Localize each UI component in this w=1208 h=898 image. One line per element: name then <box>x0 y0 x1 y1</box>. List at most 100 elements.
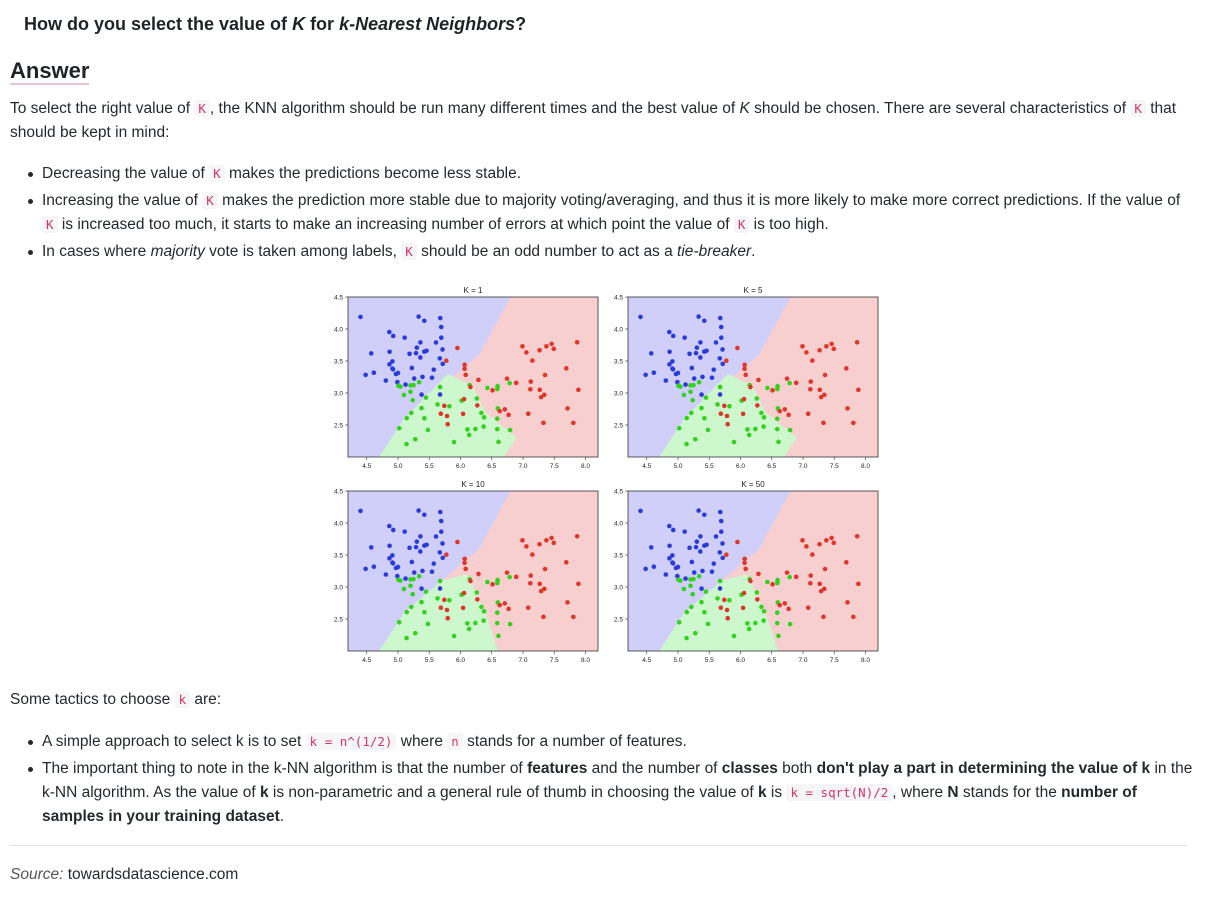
data-point <box>465 621 470 626</box>
data-point <box>444 358 449 363</box>
data-point <box>745 621 750 626</box>
data-point <box>756 377 761 383</box>
data-point <box>787 621 793 627</box>
data-point <box>407 545 412 551</box>
chart-title: K = 10 <box>461 480 485 489</box>
data-point <box>537 541 542 547</box>
data-point <box>438 529 444 535</box>
data-point <box>422 512 427 518</box>
data-point <box>684 441 689 447</box>
x-tick-label: 7.5 <box>550 463 559 470</box>
data-point <box>731 439 737 445</box>
data-point <box>437 550 443 555</box>
data-point <box>420 568 425 574</box>
source-line: Source: towardsdatascience.com <box>10 866 238 884</box>
data-point <box>474 396 480 401</box>
data-point <box>648 351 654 356</box>
data-point <box>718 411 724 416</box>
data-point <box>651 370 657 376</box>
bullet-text: stands for the <box>958 784 1062 801</box>
data-point <box>717 509 723 515</box>
data-point <box>387 362 392 367</box>
data-point <box>775 386 780 392</box>
data-point <box>524 544 529 549</box>
data-point <box>684 415 690 421</box>
data-point <box>371 370 377 376</box>
y-tick-label: 3.5 <box>614 359 623 366</box>
data-point <box>805 411 811 417</box>
bold-text: k <box>259 784 269 801</box>
x-tick-label: 5.0 <box>393 463 402 470</box>
data-point <box>390 527 396 533</box>
data-point <box>437 384 443 390</box>
x-tick-label: 6.5 <box>767 657 776 664</box>
intro-text: that should be kept in mind: <box>10 100 1177 141</box>
x-tick-label: 4.5 <box>362 463 371 470</box>
data-point <box>497 408 503 414</box>
data-point <box>423 395 429 400</box>
chart-panel-1: K = 1 4.5 5.0 5.5 6.0 6.5 7.0 7.5 8.0 2.5 3.0 3.5 4.… <box>334 286 599 470</box>
inline-code: n <box>447 733 463 750</box>
data-point <box>675 379 680 385</box>
data-point <box>808 379 814 384</box>
data-point <box>746 432 752 438</box>
data-point <box>774 620 780 626</box>
list-item: A simple approach to select k is to set … <box>28 730 1193 754</box>
data-point <box>438 335 444 341</box>
data-point <box>404 609 410 615</box>
data-point <box>460 605 466 611</box>
data-point <box>743 566 749 572</box>
data-point <box>829 535 834 541</box>
inline-code: K <box>202 192 218 209</box>
question-text: How do you select the value of <box>24 14 293 34</box>
data-point <box>390 560 395 565</box>
tactics-intro: Some tactics to choose k are: <box>10 688 221 712</box>
data-point <box>741 396 747 402</box>
y-tick-label: 2.5 <box>334 617 343 624</box>
data-point <box>410 397 416 403</box>
inline-code: K <box>42 216 58 233</box>
data-point <box>831 540 837 546</box>
intro-text: To select the right value of <box>10 100 195 117</box>
data-point <box>759 410 764 416</box>
data-point <box>689 559 695 565</box>
data-point <box>755 597 760 602</box>
data-point <box>537 347 542 353</box>
data-point <box>688 389 693 395</box>
data-point <box>844 366 849 371</box>
data-point <box>461 396 467 402</box>
data-point <box>435 596 440 601</box>
data-point <box>419 586 424 591</box>
knn-figure-svg: K = 1 4.5 5.0 5.5 6.0 6.5 7.0 7.5 8.0 2.5 3.0 3.5 4.… <box>334 286 879 664</box>
data-point <box>461 590 467 596</box>
data-point <box>725 421 730 427</box>
data-point <box>481 415 487 420</box>
data-point <box>437 392 443 397</box>
data-point <box>702 318 707 324</box>
data-point <box>474 590 480 595</box>
data-point <box>696 314 701 319</box>
data-point <box>418 534 423 539</box>
data-point <box>699 599 704 605</box>
bold-text: features <box>527 760 588 777</box>
data-point <box>537 581 543 587</box>
data-point <box>390 359 395 364</box>
data-point <box>784 570 790 575</box>
data-point <box>437 578 443 584</box>
data-point <box>651 564 657 570</box>
data-point <box>756 571 761 577</box>
data-point <box>437 356 443 361</box>
y-tick-label: 3.5 <box>334 553 343 560</box>
data-point <box>638 508 643 514</box>
data-point <box>416 508 421 513</box>
data-point <box>702 415 707 421</box>
y-tick-label: 4.5 <box>334 489 343 496</box>
intro-paragraph: To select the right value of K, the KNN … <box>10 97 1190 145</box>
list-item: In cases where majority vote is taken am… <box>28 240 1193 264</box>
data-point <box>777 602 783 608</box>
data-point <box>479 604 484 610</box>
data-point <box>425 621 431 627</box>
data-point <box>444 413 450 419</box>
data-point <box>817 387 823 393</box>
data-point <box>387 349 392 355</box>
